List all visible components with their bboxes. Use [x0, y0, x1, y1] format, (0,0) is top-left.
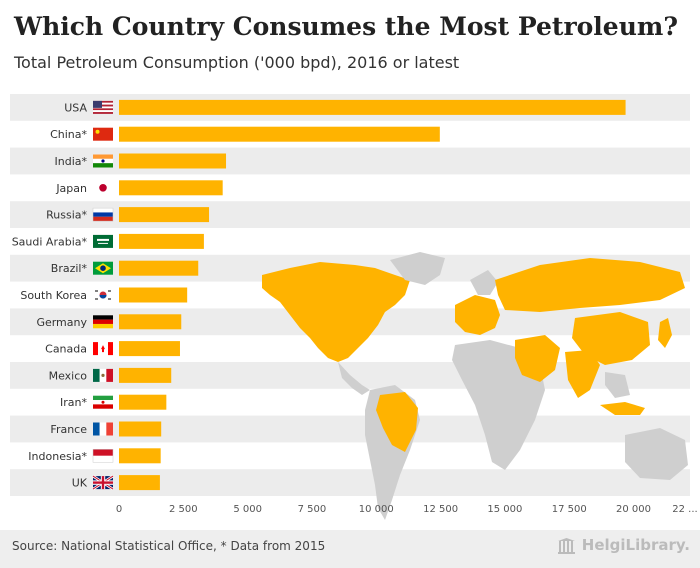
- source-note: Source: National Statistical Office, * D…: [12, 539, 326, 553]
- chart-title: Which Country Consumes the Most Petroleu…: [14, 12, 678, 41]
- us-flag-icon: [93, 100, 113, 114]
- y-label: Indonesia*: [28, 450, 87, 463]
- x-axis-ticks: 0 2 500 5 000 7 500 10 000 12 500 15 000 17 500…: [116, 504, 698, 515]
- bar-france: [119, 421, 162, 437]
- x-tick-label: 2 500: [169, 504, 198, 515]
- x-tick-label: 15 000: [487, 504, 522, 515]
- y-label: India*: [55, 155, 88, 168]
- map-indonesia: [600, 402, 645, 415]
- ca-flag-icon: [93, 342, 113, 356]
- bar-germany: [119, 314, 182, 330]
- map-russia: [495, 258, 685, 312]
- x-tick-label: 17 500: [552, 504, 587, 515]
- map-central-america: [338, 362, 370, 395]
- br-flag-icon: [93, 261, 113, 275]
- mx-flag-icon: [93, 368, 113, 382]
- bar-southkorea: [119, 287, 188, 303]
- de-flag-icon: [93, 315, 113, 329]
- y-label: Mexico: [49, 369, 88, 382]
- map-middle-east: [515, 335, 560, 382]
- bar-mexico: [119, 367, 172, 383]
- ru-flag-icon: [92, 207, 114, 222]
- map-japan: [658, 318, 672, 348]
- ir-flag-icon: [93, 395, 113, 409]
- y-label: South Korea: [20, 289, 87, 302]
- map-brazil: [376, 392, 418, 452]
- y-label: France: [50, 423, 87, 436]
- flag-icons: [92, 100, 114, 491]
- y-label: Saudi Arabia*: [12, 235, 88, 248]
- y-label: Russia*: [46, 209, 87, 222]
- bar-russia: [119, 207, 210, 223]
- y-label: China*: [50, 128, 87, 141]
- id-flag-icon: [92, 449, 114, 463]
- map-southeast-asia: [605, 372, 630, 398]
- map-australia: [625, 428, 688, 480]
- kr-flag-icon: [93, 288, 113, 302]
- map-china: [572, 312, 650, 365]
- y-label: Iran*: [60, 396, 87, 409]
- x-tick-label: 0: [116, 504, 122, 515]
- x-tick-label: 5 000: [233, 504, 262, 515]
- bar-iran: [119, 394, 167, 410]
- x-tick-label: 20 000: [616, 504, 651, 515]
- map-europe: [455, 295, 500, 335]
- bar-uk: [119, 475, 160, 491]
- map-greenland: [390, 252, 445, 285]
- y-label: UK: [72, 477, 88, 490]
- brand-text: HelgiLibrary.: [581, 536, 690, 554]
- in-flag-icon: [93, 154, 113, 168]
- y-label: USA: [64, 101, 87, 114]
- bar-usa: [119, 99, 626, 115]
- bar-china: [119, 126, 440, 142]
- chart-subtitle: Total Petroleum Consumption ('000 bpd), …: [14, 53, 460, 72]
- bar-chart: USA China* India* Japan Russia* Saudi Arabia*…: [10, 94, 698, 520]
- y-label: Brazil*: [51, 262, 88, 275]
- fr-flag-icon: [93, 422, 113, 436]
- x-tick-label: 7 500: [298, 504, 327, 515]
- bars: [119, 99, 626, 491]
- y-label: Canada: [45, 343, 87, 356]
- bar-saudiarabia: [119, 233, 204, 249]
- library-icon: [557, 537, 575, 554]
- sa-flag-icon: [93, 234, 113, 248]
- bar-canada: [119, 341, 180, 357]
- bar-japan: [119, 180, 223, 196]
- gb-flag-icon: [92, 475, 114, 491]
- jp-flag-icon: [93, 181, 113, 195]
- map-scandinavia: [470, 270, 498, 295]
- y-label: Germany: [36, 316, 87, 329]
- brand-logo[interactable]: HelgiLibrary.: [557, 536, 690, 554]
- chart-area: USA China* India* Japan Russia* Saudi Arabia*…: [0, 90, 700, 530]
- world-map-background: [262, 252, 688, 520]
- map-north-america: [262, 262, 410, 362]
- bar-indonesia: [119, 448, 161, 464]
- bar-india: [119, 153, 227, 169]
- map-india: [565, 350, 600, 398]
- x-tick-label: 22 ...: [672, 504, 697, 515]
- x-tick-label: 12 500: [423, 504, 458, 515]
- y-label: Japan: [55, 182, 87, 195]
- x-tick-label: 10 000: [359, 504, 394, 515]
- y-axis-labels: USA China* India* Japan Russia* Saudi Arabia*…: [12, 101, 88, 489]
- footer: Source: National Statistical Office, * D…: [0, 530, 700, 568]
- cn-flag-icon: [93, 127, 113, 141]
- bar-brazil: [119, 260, 199, 276]
